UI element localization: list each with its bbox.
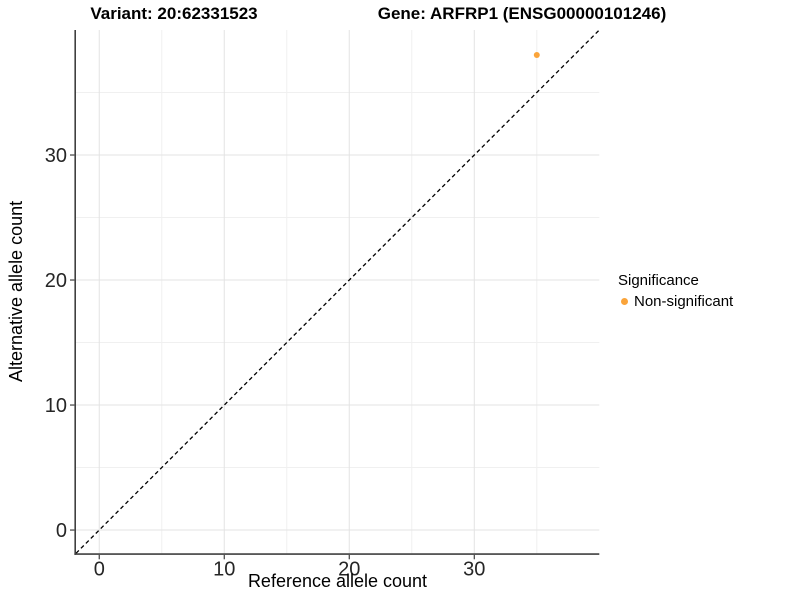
legend-item-non-significant: Non-significant [618, 293, 733, 310]
x-tick-label: 0 [94, 558, 105, 580]
x-tick-label: 30 [463, 558, 485, 580]
x-tick-label: 20 [338, 558, 360, 580]
y-tick-label: 0 [56, 520, 67, 542]
y-tick-label: 10 [45, 395, 67, 417]
y-tick-label: 20 [45, 270, 67, 292]
legend-item-label: Non-significant [634, 293, 734, 310]
legend-point-icon [621, 298, 628, 305]
legend-title: Significance [618, 272, 699, 289]
y-axis-title: Alternative allele count [6, 200, 26, 383]
x-tick-label: 10 [213, 558, 235, 580]
x-axis-title: Reference allele count [247, 571, 428, 591]
plot-title-variant: Variant: 20:62331523 [90, 4, 258, 23]
identity-line [75, 29, 600, 554]
y-tick-label: 30 [45, 145, 67, 167]
data-point [533, 52, 540, 59]
legend: Significance Non-significant [618, 272, 733, 310]
plot-title-gene: Gene: ARFRP1 (ENSG00000101246) [377, 4, 667, 23]
